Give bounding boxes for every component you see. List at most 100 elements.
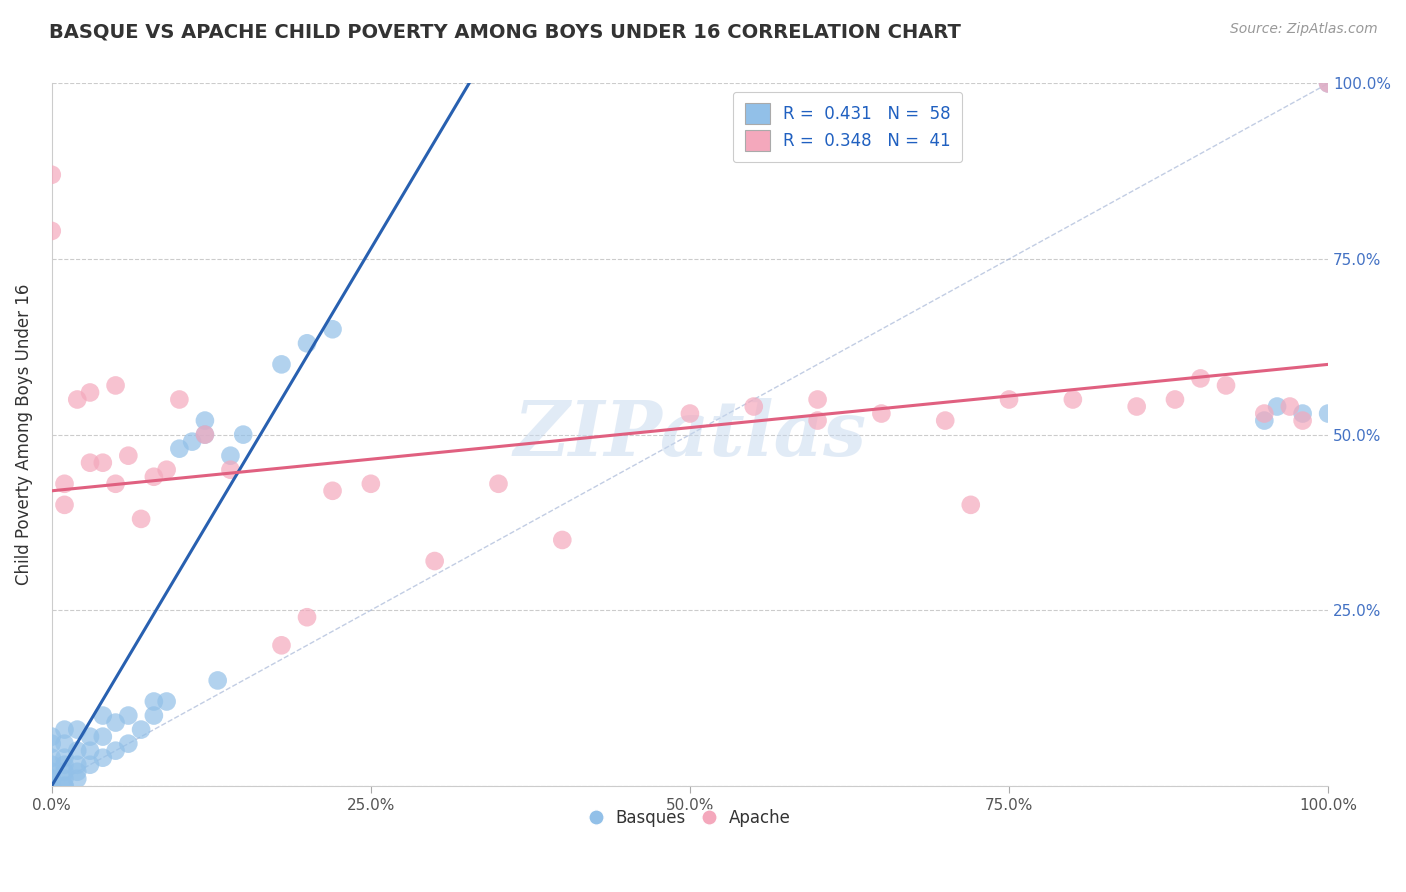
Point	[66, 764, 89, 779]
Point	[66, 772, 89, 786]
Point	[41, 779, 63, 793]
Point	[41, 168, 63, 182]
Point	[53, 498, 76, 512]
Point	[79, 456, 101, 470]
Point	[53, 772, 76, 786]
Point	[270, 357, 292, 371]
Point	[219, 449, 242, 463]
Point	[91, 456, 114, 470]
Point	[41, 779, 63, 793]
Point	[488, 476, 510, 491]
Point	[79, 730, 101, 744]
Point	[181, 434, 204, 449]
Point	[129, 512, 152, 526]
Point	[53, 757, 76, 772]
Point	[41, 757, 63, 772]
Point	[41, 764, 63, 779]
Point	[53, 476, 76, 491]
Point	[79, 757, 101, 772]
Point	[1189, 371, 1212, 385]
Point	[423, 554, 446, 568]
Point	[1125, 400, 1147, 414]
Point	[806, 392, 828, 407]
Point	[66, 744, 89, 758]
Point	[194, 413, 217, 427]
Point	[934, 413, 956, 427]
Point	[142, 469, 165, 483]
Point	[1253, 407, 1275, 421]
Point	[156, 694, 179, 708]
Point	[53, 737, 76, 751]
Point	[91, 708, 114, 723]
Point	[41, 737, 63, 751]
Point	[1253, 413, 1275, 427]
Point	[41, 779, 63, 793]
Point	[1062, 392, 1084, 407]
Point	[1164, 392, 1187, 407]
Point	[66, 723, 89, 737]
Point	[117, 708, 139, 723]
Point	[360, 476, 382, 491]
Point	[1317, 77, 1340, 91]
Text: ZIPatlas: ZIPatlas	[513, 398, 866, 472]
Point	[870, 407, 893, 421]
Point	[79, 744, 101, 758]
Point	[104, 378, 127, 392]
Point	[219, 463, 242, 477]
Point	[53, 723, 76, 737]
Point	[194, 427, 217, 442]
Point	[142, 694, 165, 708]
Point	[679, 407, 702, 421]
Point	[41, 779, 63, 793]
Point	[998, 392, 1021, 407]
Point	[41, 779, 63, 793]
Point	[53, 750, 76, 764]
Point	[41, 779, 63, 793]
Point	[1317, 407, 1340, 421]
Point	[41, 224, 63, 238]
Point	[53, 764, 76, 779]
Point	[104, 744, 127, 758]
Point	[66, 392, 89, 407]
Point	[41, 730, 63, 744]
Text: Source: ZipAtlas.com: Source: ZipAtlas.com	[1230, 22, 1378, 37]
Point	[295, 610, 318, 624]
Point	[41, 772, 63, 786]
Point	[806, 413, 828, 427]
Point	[129, 723, 152, 737]
Point	[270, 638, 292, 652]
Point	[117, 737, 139, 751]
Point	[104, 476, 127, 491]
Point	[142, 708, 165, 723]
Legend: Basques, Apache: Basques, Apache	[582, 802, 797, 834]
Point	[1215, 378, 1237, 392]
Point	[66, 757, 89, 772]
Point	[156, 463, 179, 477]
Point	[232, 427, 254, 442]
Point	[41, 779, 63, 793]
Point	[53, 779, 76, 793]
Point	[194, 427, 217, 442]
Point	[322, 483, 344, 498]
Y-axis label: Child Poverty Among Boys Under 16: Child Poverty Among Boys Under 16	[15, 284, 32, 585]
Point	[1291, 407, 1313, 421]
Point	[169, 392, 191, 407]
Point	[322, 322, 344, 336]
Point	[1278, 400, 1301, 414]
Point	[169, 442, 191, 456]
Point	[79, 385, 101, 400]
Point	[91, 730, 114, 744]
Point	[959, 498, 981, 512]
Point	[117, 449, 139, 463]
Point	[1265, 400, 1288, 414]
Point	[1291, 413, 1313, 427]
Point	[1317, 77, 1340, 91]
Point	[91, 750, 114, 764]
Point	[295, 336, 318, 351]
Point	[104, 715, 127, 730]
Point	[41, 779, 63, 793]
Text: BASQUE VS APACHE CHILD POVERTY AMONG BOYS UNDER 16 CORRELATION CHART: BASQUE VS APACHE CHILD POVERTY AMONG BOY…	[49, 22, 962, 41]
Point	[41, 750, 63, 764]
Point	[53, 779, 76, 793]
Point	[742, 400, 765, 414]
